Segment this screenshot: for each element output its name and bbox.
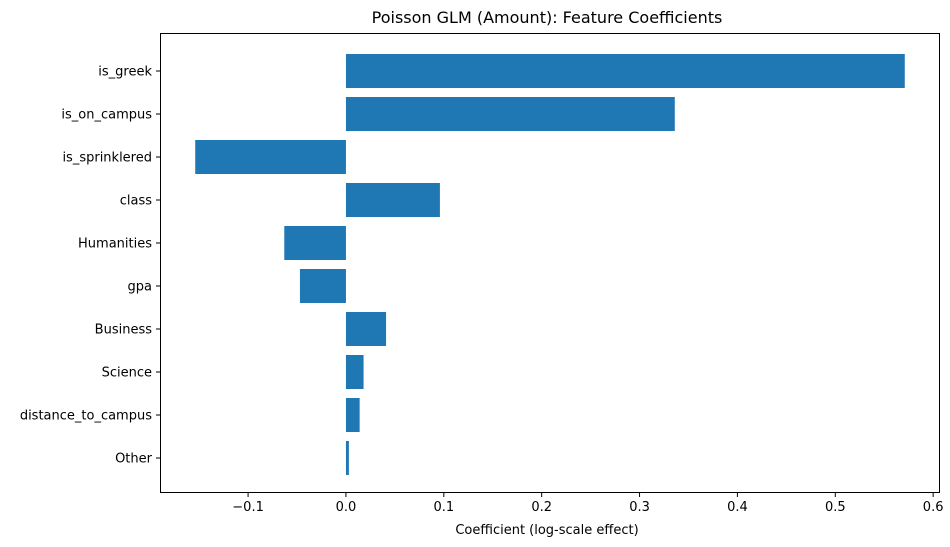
x-tick-label: 0.6 xyxy=(923,500,944,515)
y-tick-label: class xyxy=(120,194,152,209)
plot-frame xyxy=(160,33,940,493)
x-tick-label: 0.5 xyxy=(825,500,846,515)
x-axis-label: Coefficient (log-scale effect) xyxy=(455,523,638,538)
x-tick-label: 0.0 xyxy=(336,500,357,515)
y-tick-label: is_greek xyxy=(98,65,152,80)
x-tick-label: 0.1 xyxy=(433,500,454,515)
y-tick-label: is_on_campus xyxy=(61,108,152,123)
bar-is-greek xyxy=(345,54,905,88)
y-tick-label: Business xyxy=(95,323,153,338)
chart-title: Poisson GLM (Amount): Feature Coefficien… xyxy=(372,8,723,27)
bars-layer xyxy=(195,54,905,475)
y-tick-label: gpa xyxy=(128,280,152,295)
y-tick-label: Science xyxy=(102,366,152,381)
y-tick-label: distance_to_campus xyxy=(20,409,152,424)
y-tick-label: Humanities xyxy=(78,237,152,252)
bar-science xyxy=(345,355,364,389)
x-tick-label: 0.2 xyxy=(531,500,552,515)
bar-distance-to-campus xyxy=(345,398,360,432)
bar-humanities xyxy=(284,226,346,260)
bar-business xyxy=(345,312,387,346)
bar-is-on-campus xyxy=(345,97,675,131)
x-tick-label: 0.3 xyxy=(629,500,650,515)
y-tick-label: is_sprinklered xyxy=(62,151,152,166)
bar-class xyxy=(345,183,440,217)
y-tick-label: Other xyxy=(115,452,153,467)
bar-gpa xyxy=(299,269,346,303)
bar-is-sprinklered xyxy=(195,140,346,174)
x-tick-label: −0.1 xyxy=(232,500,264,515)
x-tick-label: 0.4 xyxy=(727,500,748,515)
bar-other xyxy=(345,441,349,475)
axes-layer xyxy=(160,33,940,493)
